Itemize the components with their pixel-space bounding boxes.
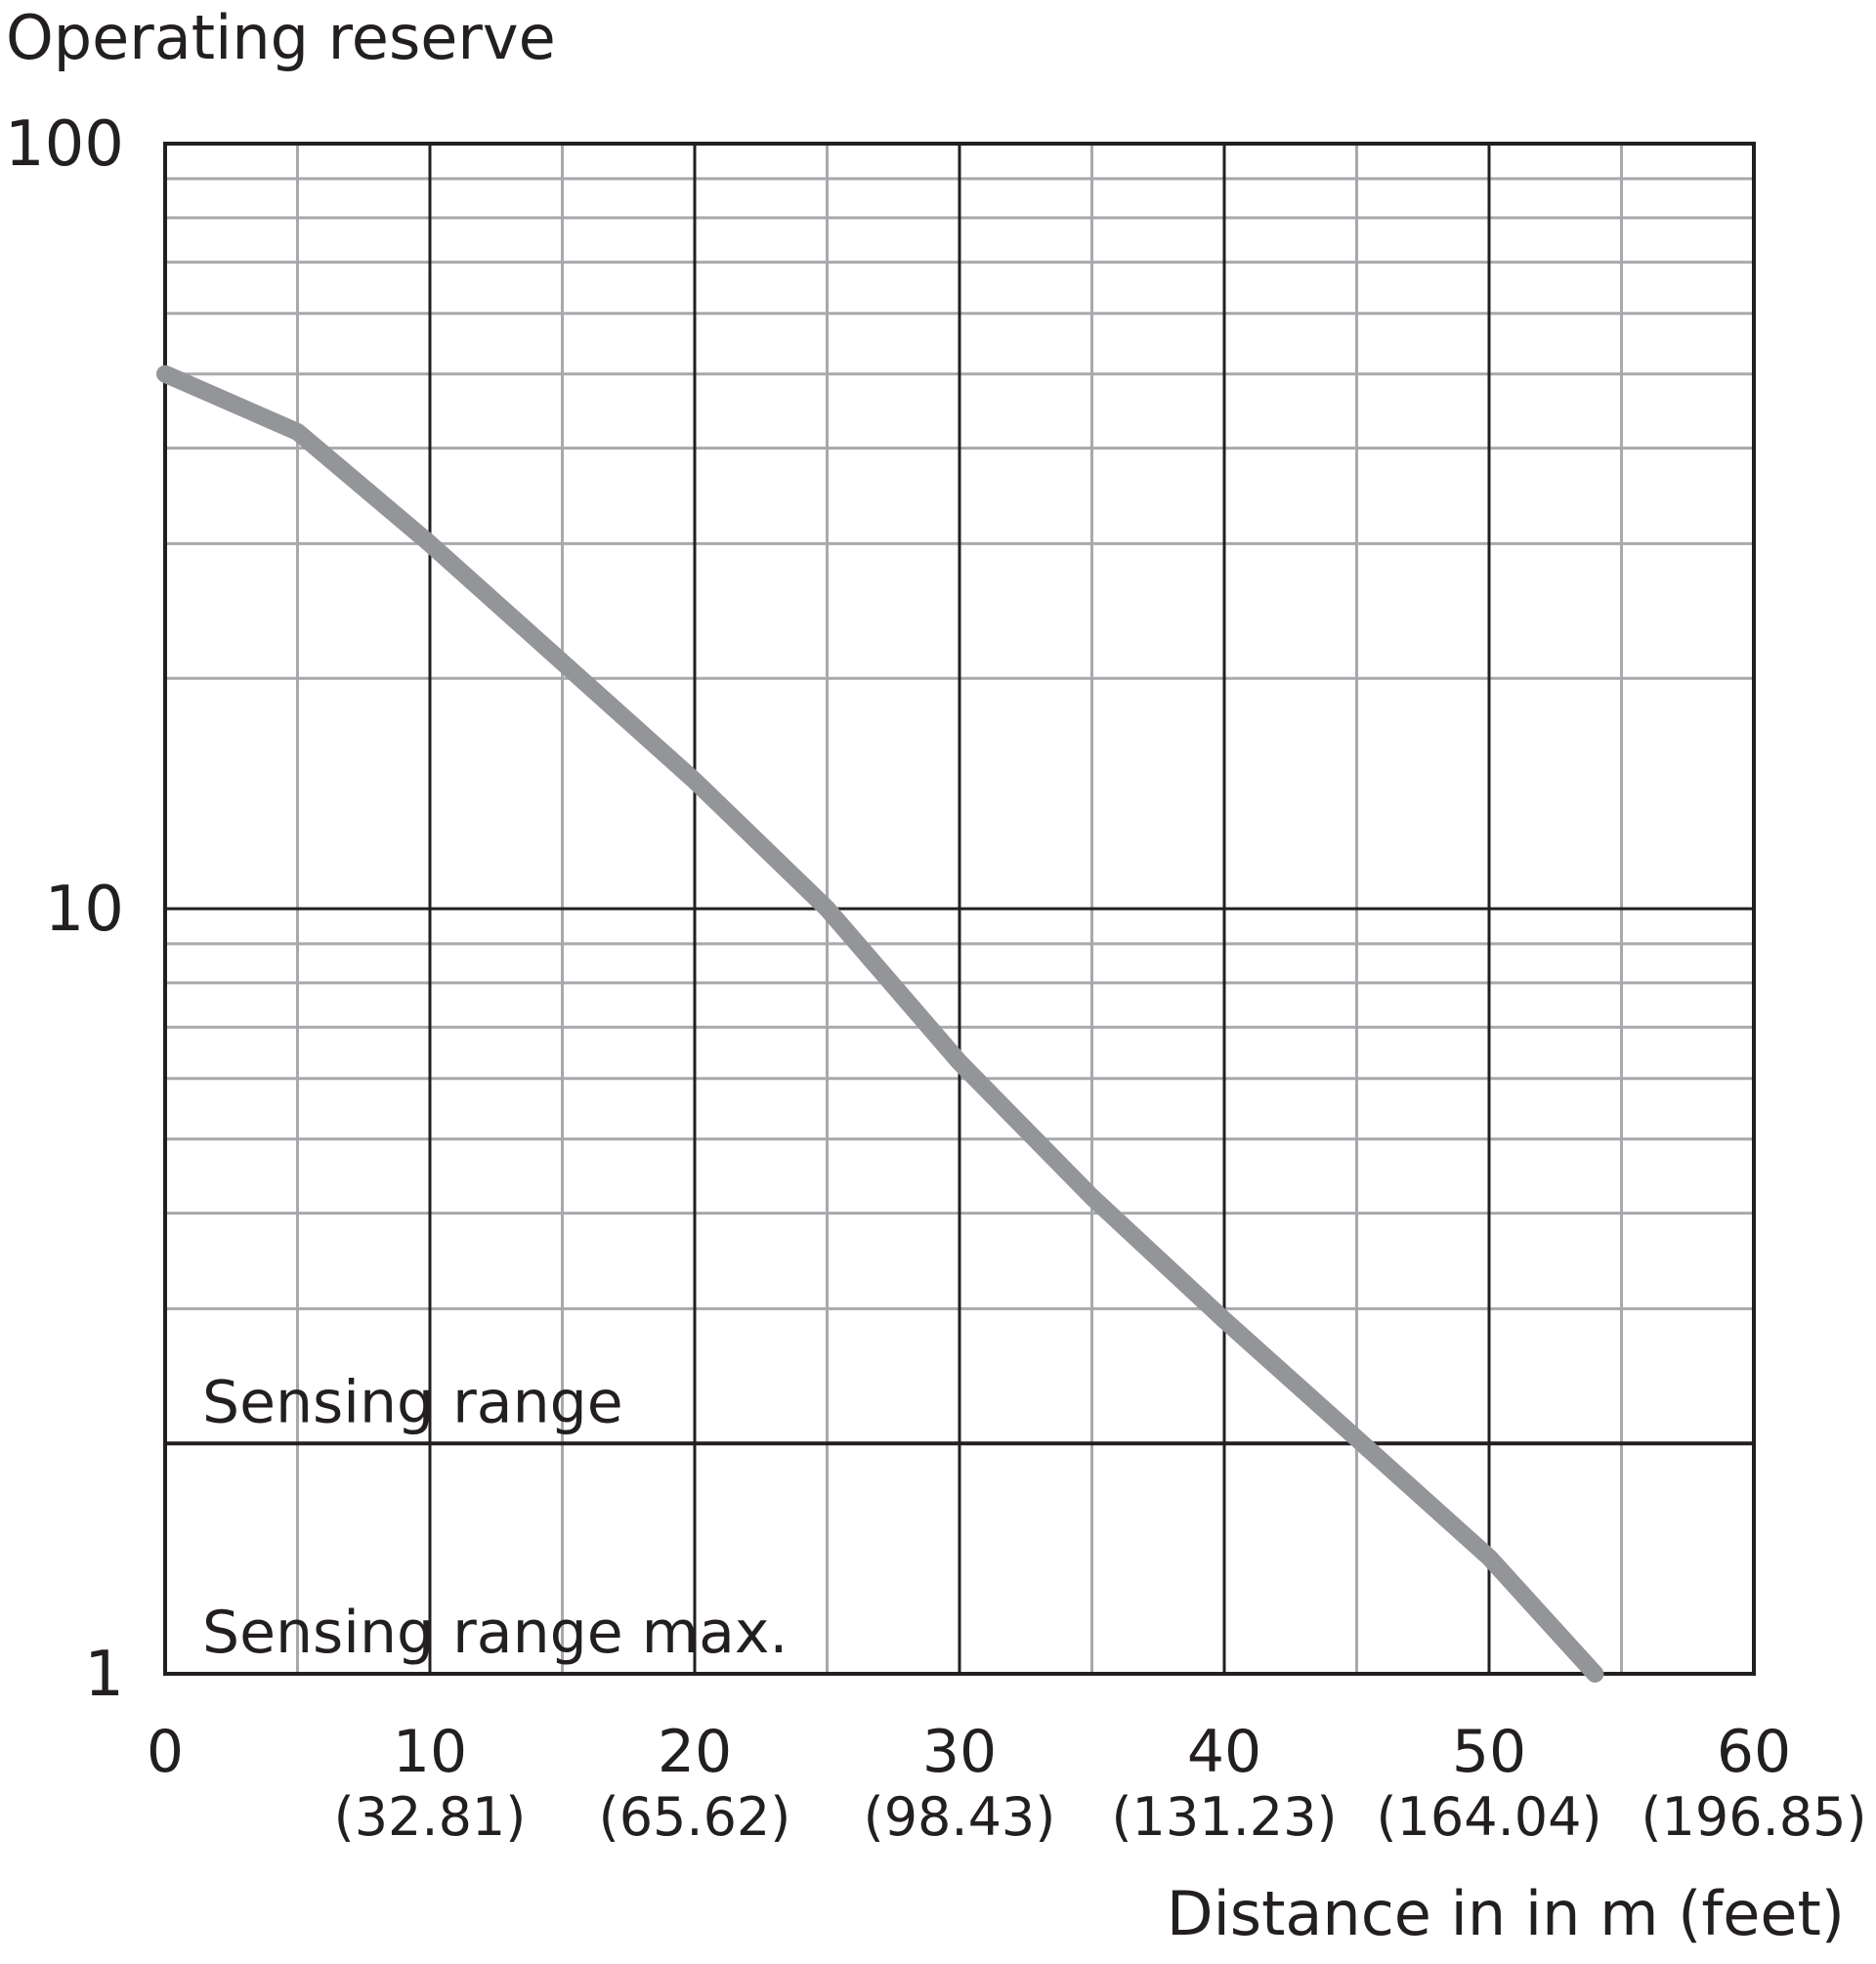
x-tick-label: 20 <box>658 1718 732 1786</box>
x-tick-label: 60 <box>1717 1718 1791 1786</box>
x-tick-label: 0 <box>147 1718 184 1786</box>
data-line <box>156 364 1604 1683</box>
y-tick-label: 100 <box>5 108 124 181</box>
x-tick-sublabel: (98.43) <box>864 1786 1056 1848</box>
annotation: Sensing range max. <box>202 1599 788 1667</box>
plot-frame <box>163 142 1756 1676</box>
x-tick-sublabel: (164.04) <box>1376 1786 1601 1848</box>
x-tick-label: 30 <box>922 1718 997 1786</box>
x-axis-label: Distance in in m (feet) <box>1167 1878 1845 1949</box>
x-tick-sublabel: (65.62) <box>599 1786 791 1848</box>
annotation: Sensing range <box>202 1368 623 1436</box>
x-tick-label: 10 <box>393 1718 467 1786</box>
x-tick-sublabel: (196.85) <box>1641 1786 1866 1848</box>
x-tick-label: 40 <box>1187 1718 1261 1786</box>
y-tick-label: 1 <box>84 1639 124 1711</box>
x-tick-sublabel: (131.23) <box>1111 1786 1337 1848</box>
x-tick-label: 50 <box>1452 1718 1526 1786</box>
y-tick-label: 10 <box>45 874 124 946</box>
chart-title: Operating reserve <box>6 2 556 73</box>
x-tick-sublabel: (32.81) <box>334 1786 527 1848</box>
